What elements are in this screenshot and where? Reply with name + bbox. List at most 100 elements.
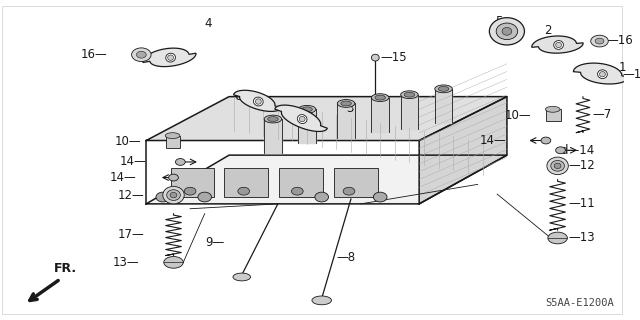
Polygon shape [264, 119, 282, 153]
Polygon shape [334, 168, 378, 197]
Ellipse shape [253, 97, 263, 106]
Polygon shape [143, 48, 196, 67]
Ellipse shape [255, 99, 261, 104]
Ellipse shape [291, 187, 303, 195]
Ellipse shape [371, 94, 389, 101]
Text: —12: —12 [568, 159, 595, 172]
Ellipse shape [156, 192, 170, 202]
Polygon shape [435, 89, 452, 123]
Polygon shape [171, 168, 214, 197]
Polygon shape [298, 109, 316, 143]
Ellipse shape [315, 192, 328, 202]
Ellipse shape [298, 115, 307, 124]
Text: 2: 2 [544, 24, 552, 37]
Ellipse shape [302, 107, 312, 112]
Polygon shape [419, 97, 507, 204]
Ellipse shape [337, 100, 355, 107]
Ellipse shape [551, 161, 564, 171]
Ellipse shape [165, 133, 180, 139]
Polygon shape [166, 136, 180, 148]
Ellipse shape [404, 92, 415, 97]
Polygon shape [371, 98, 389, 132]
Ellipse shape [438, 86, 449, 91]
Polygon shape [275, 105, 328, 132]
Text: 17—: 17— [118, 228, 144, 241]
Polygon shape [224, 168, 268, 197]
Ellipse shape [595, 38, 604, 44]
Polygon shape [234, 90, 281, 111]
Text: 3: 3 [346, 102, 353, 115]
Text: 1: 1 [619, 61, 627, 74]
Ellipse shape [591, 35, 608, 47]
Ellipse shape [496, 23, 518, 40]
Ellipse shape [548, 232, 567, 244]
Text: 14—: 14— [480, 134, 507, 147]
Ellipse shape [545, 106, 560, 112]
Ellipse shape [168, 55, 173, 60]
Ellipse shape [371, 54, 380, 61]
Text: 4: 4 [205, 17, 212, 30]
Ellipse shape [556, 42, 561, 48]
Polygon shape [279, 168, 323, 197]
Text: S5AA-E1200A: S5AA-E1200A [545, 298, 614, 308]
Text: 14—: 14— [109, 171, 136, 184]
Ellipse shape [132, 48, 151, 61]
Polygon shape [546, 109, 561, 121]
Ellipse shape [184, 187, 196, 195]
Ellipse shape [163, 186, 184, 204]
Text: d—14: d—14 [561, 144, 595, 157]
Ellipse shape [343, 187, 355, 195]
Polygon shape [573, 63, 629, 84]
Text: FR.: FR. [54, 262, 77, 275]
Ellipse shape [502, 28, 512, 35]
Text: 10—: 10— [115, 135, 141, 148]
Ellipse shape [170, 192, 177, 198]
Text: 6: 6 [234, 90, 242, 103]
Ellipse shape [340, 101, 351, 106]
Ellipse shape [264, 115, 282, 123]
Ellipse shape [169, 174, 179, 181]
Ellipse shape [435, 85, 452, 93]
Polygon shape [532, 36, 583, 53]
Ellipse shape [547, 157, 568, 175]
Text: —13: —13 [568, 231, 595, 244]
Ellipse shape [238, 187, 250, 195]
Ellipse shape [556, 147, 565, 154]
Text: —16: —16 [606, 34, 633, 47]
Ellipse shape [598, 70, 607, 79]
Ellipse shape [166, 53, 175, 62]
Ellipse shape [233, 273, 250, 281]
Ellipse shape [554, 41, 563, 49]
Ellipse shape [175, 158, 185, 165]
Ellipse shape [375, 95, 385, 100]
Ellipse shape [136, 51, 146, 58]
Text: 12—: 12— [118, 188, 144, 202]
Ellipse shape [300, 116, 305, 122]
Text: 13—: 13— [113, 256, 140, 269]
Ellipse shape [401, 91, 418, 99]
Ellipse shape [541, 137, 551, 144]
Polygon shape [146, 155, 507, 204]
Ellipse shape [554, 163, 561, 169]
Ellipse shape [298, 105, 316, 113]
Text: —1: —1 [622, 68, 640, 81]
Text: 10—: 10— [505, 109, 531, 122]
Text: —11: —11 [568, 197, 595, 210]
Ellipse shape [268, 116, 278, 122]
Text: —8: —8 [336, 251, 355, 264]
Polygon shape [401, 95, 418, 129]
Ellipse shape [166, 190, 180, 200]
Text: 9—: 9— [205, 236, 224, 249]
Text: 16—: 16— [81, 48, 108, 61]
Ellipse shape [600, 72, 605, 77]
Text: —15: —15 [380, 51, 407, 64]
Ellipse shape [312, 296, 332, 305]
Text: 14—: 14— [120, 156, 146, 168]
Ellipse shape [373, 192, 387, 202]
Ellipse shape [490, 18, 524, 45]
Ellipse shape [164, 257, 183, 268]
Text: 5: 5 [495, 15, 502, 28]
Polygon shape [146, 97, 507, 140]
Text: —7: —7 [593, 108, 612, 121]
Ellipse shape [198, 192, 212, 202]
